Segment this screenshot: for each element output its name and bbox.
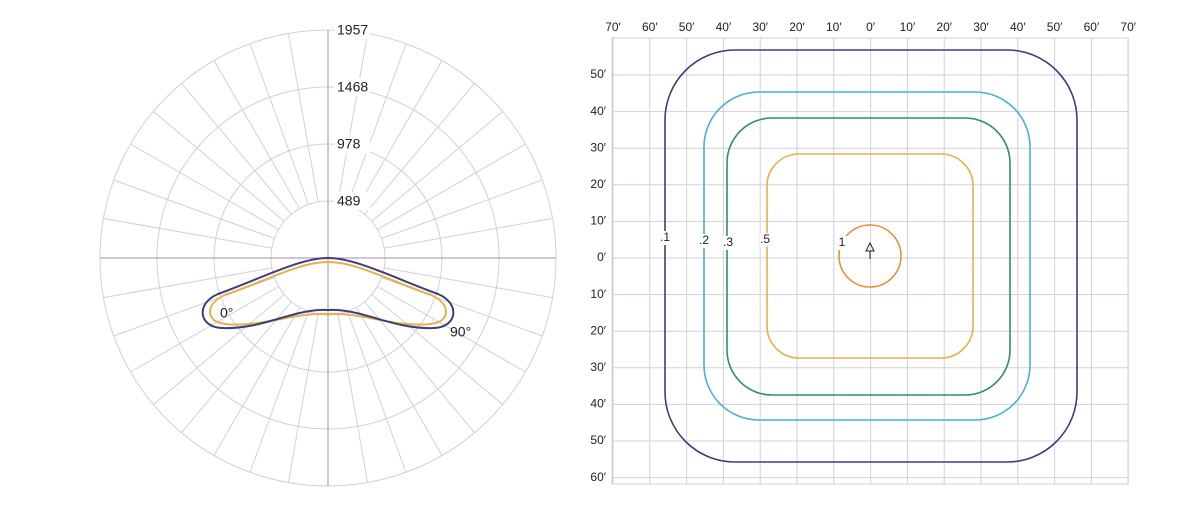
contour-label: 1 (839, 235, 846, 249)
contour-label-bg (699, 234, 709, 248)
polar-spoke (181, 83, 292, 215)
x-label: 40′ (716, 20, 732, 34)
polar-spoke (364, 83, 475, 215)
polar-spoke (337, 33, 369, 202)
x-label: 10′ (900, 20, 916, 34)
contour-label: .1 (660, 230, 670, 244)
y-label: 10′ (590, 214, 606, 228)
polar-spoke (377, 143, 526, 230)
isoline (766, 153, 974, 359)
ring-label-bg (334, 78, 370, 96)
ring-label: 1468 (337, 79, 368, 95)
isoline (703, 91, 1031, 421)
contour-label: .3 (723, 235, 733, 249)
polar-spoke (371, 111, 503, 222)
ring-label: 489 (337, 193, 361, 209)
x-label: 10′ (826, 20, 842, 34)
x-label: 50′ (679, 20, 695, 34)
polar-spoke (371, 294, 503, 405)
polar-spoke (181, 301, 292, 433)
contour-label: .5 (760, 232, 770, 246)
contour-label-bg (660, 231, 670, 245)
y-label: 0′ (597, 250, 607, 264)
isoline (726, 117, 1011, 396)
polar-spoke (130, 286, 279, 373)
ring-label-bg (334, 21, 370, 39)
polar-spoke (287, 314, 319, 483)
candela-curve-90 (209, 260, 447, 326)
ring-label-bg (334, 135, 370, 153)
grid-frame (611, 37, 1129, 485)
polar-spoke (249, 43, 309, 205)
polar-spoke (103, 267, 272, 299)
polar-spoke (356, 60, 443, 209)
x-label: 60′ (642, 20, 658, 34)
y-label: 50′ (590, 67, 606, 81)
polar-plot: 1957 1468 978 489 0° 90° (99, 21, 557, 487)
x-label: 70′ (605, 20, 621, 34)
y-label: 30′ (590, 140, 606, 154)
isoline (838, 224, 902, 288)
y-label: 10′ (590, 287, 606, 301)
polar-spoke (153, 294, 285, 405)
polar-spoke (377, 286, 526, 373)
x-label: 50′ (1047, 20, 1063, 34)
y-label: 40′ (590, 397, 606, 411)
polar-spoke (287, 33, 319, 202)
x-label: 40′ (1010, 20, 1026, 34)
x-label: 70′ (1120, 20, 1136, 34)
polar-spoke (384, 217, 553, 249)
contour-label-bg (837, 236, 847, 250)
y-label: 20′ (590, 323, 606, 337)
contour-label: .2 (699, 233, 709, 247)
polar-spoke (337, 314, 369, 483)
luminaire-symbol (865, 241, 875, 259)
angle-label: 90° (450, 324, 471, 340)
ring-label: 978 (337, 136, 361, 152)
polar-spoke (103, 217, 272, 249)
polar-spoke (213, 60, 300, 209)
y-label: 50′ (590, 433, 606, 447)
angle-label: 0° (220, 305, 233, 321)
y-label: 60′ (590, 470, 606, 484)
y-label: 40′ (590, 104, 606, 118)
x-label: 20′ (936, 20, 952, 34)
polar-spoke (130, 143, 279, 230)
polar-spoke (364, 301, 475, 433)
polar-spoke (347, 311, 407, 473)
isoline (664, 49, 1078, 463)
candela-curve-0 (201, 256, 455, 330)
polar-spoke (113, 179, 275, 239)
x-label: 30′ (973, 20, 989, 34)
x-label: 20′ (789, 20, 805, 34)
x-label: 60′ (1084, 20, 1100, 34)
y-label: 20′ (590, 177, 606, 191)
y-label: 30′ (590, 360, 606, 374)
ring-label-bg (334, 192, 370, 210)
contour-label-bg (760, 233, 770, 247)
contour-label-bg (723, 236, 733, 250)
polar-spoke (381, 179, 543, 239)
polar-spoke (213, 307, 300, 456)
polar-spoke (356, 307, 443, 456)
ring-label: 1957 (337, 22, 368, 38)
isofootcandle-plot: 70′ 60′ 50′ 40′ 30′ 20′ 10′ 0′ 10′ 20′ 30′ 40′ 50′ 60… (590, 20, 1137, 485)
polar-spoke (249, 311, 309, 473)
x-label: 30′ (752, 20, 768, 34)
polar-spoke (384, 267, 553, 299)
polar-spoke (347, 43, 407, 205)
polar-spoke (153, 111, 285, 222)
x-label: 0′ (866, 20, 876, 34)
